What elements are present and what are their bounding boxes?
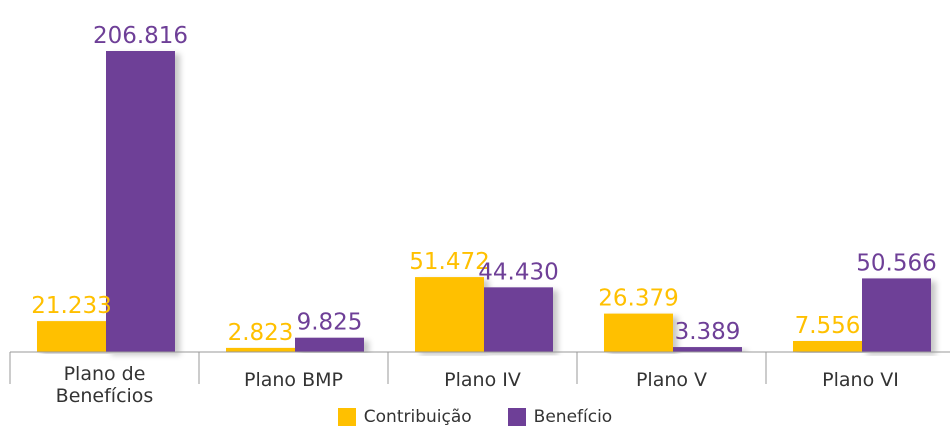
bar-contribuicao-2 (415, 277, 484, 352)
bar-beneficio-1 (295, 337, 364, 352)
chart-legend: Contribuição Benefício (0, 406, 950, 428)
data-label-beneficio-1: 9.825 (297, 310, 363, 336)
category-label-3: Plano V (636, 369, 707, 391)
bar-contribuicao-3 (604, 313, 673, 352)
data-label-contribuicao-3: 26.379 (598, 286, 678, 312)
bar-beneficio-4 (862, 278, 931, 352)
bar-chart: 21.233 206.816 Plano de Benefícios 2.823 9.82… (9, 23, 950, 405)
bar-beneficio-0 (106, 51, 175, 352)
category-label-1: Plano BMP (244, 369, 343, 391)
category-label-0: Plano de Benefícios (56, 363, 154, 405)
legend-swatch-beneficio (507, 408, 526, 426)
bar-contribuicao-0 (37, 321, 106, 352)
data-label-beneficio-2: 44.430 (478, 259, 558, 285)
legend-item-contribuicao: Contribuição (337, 407, 472, 427)
bar-beneficio-3 (673, 347, 742, 352)
category-label-2: Plano IV (444, 369, 521, 391)
bar-beneficio-2 (484, 287, 553, 352)
category-label-4: Plano VI (822, 369, 899, 391)
data-label-contribuicao-4: 7.556 (795, 313, 861, 339)
legend-item-beneficio: Benefício (507, 407, 613, 427)
legend-swatch-contribuicao (337, 408, 356, 426)
bar-contribuicao-1 (226, 347, 295, 352)
legend-label-contribuicao: Contribuição (363, 407, 472, 427)
legend-label-beneficio: Benefício (533, 407, 613, 427)
data-label-contribuicao-2: 51.472 (409, 249, 489, 275)
data-label-beneficio-0: 206.816 (93, 23, 188, 49)
bar-contribuicao-4 (793, 341, 862, 352)
data-label-beneficio-4: 50.566 (856, 250, 936, 276)
data-label-contribuicao-1: 2.823 (228, 320, 294, 346)
data-label-beneficio-3: 3.389 (675, 319, 741, 345)
data-label-contribuicao-0: 21.233 (31, 293, 111, 319)
